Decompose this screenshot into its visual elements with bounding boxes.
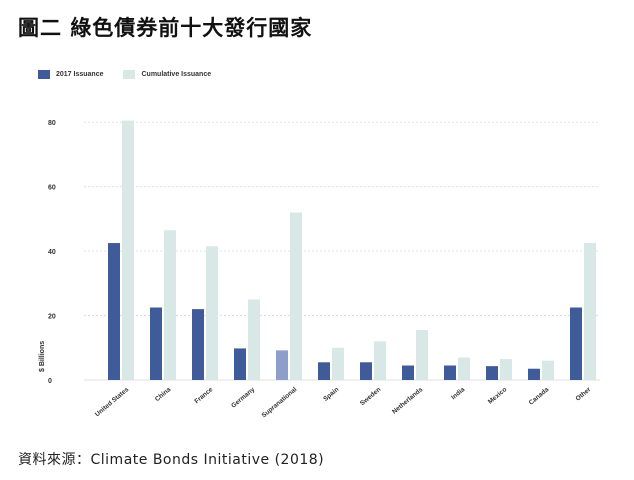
bar-cumulative-2 xyxy=(206,246,218,380)
y-tick-label: 20 xyxy=(48,314,56,321)
bar-cumulative-1 xyxy=(164,230,176,380)
y-tick-label: 60 xyxy=(48,185,56,192)
bar-cumulative-5 xyxy=(332,347,344,380)
bar-2017-2 xyxy=(192,309,204,380)
y-tick-label: 40 xyxy=(48,249,56,256)
bar-2017-4 xyxy=(276,350,288,380)
legend-item-2017: 2017 Issuance xyxy=(38,70,103,79)
x-tick-label: India xyxy=(450,386,466,401)
bar-cumulative-7 xyxy=(416,330,428,380)
x-tick-label: Mexico xyxy=(487,386,508,406)
bar-2017-0 xyxy=(108,243,120,380)
bar-2017-8 xyxy=(444,365,456,380)
y-axis-label: $ Billions xyxy=(39,341,46,372)
bar-2017-9 xyxy=(486,366,498,380)
x-tick-label: Sweden xyxy=(359,386,382,407)
x-tick-label: Other xyxy=(575,386,593,403)
bar-cumulative-11 xyxy=(584,243,596,380)
x-tick-label: Spain xyxy=(322,386,340,403)
bar-layer xyxy=(108,120,596,380)
bar-chart: 0 20 40 60 80 $ Billions United States China Fra… xyxy=(39,120,600,419)
x-tick-label: United States xyxy=(94,386,131,418)
bar-cumulative-6 xyxy=(374,341,386,380)
legend-swatch-cumulative xyxy=(123,70,136,79)
y-tick-label: 80 xyxy=(48,120,56,127)
legend-item-cumulative: Cumulative Issuance xyxy=(123,70,211,79)
y-tick-label: 0 xyxy=(48,378,52,385)
x-tick-label: France xyxy=(193,386,214,405)
bar-2017-6 xyxy=(360,362,372,380)
x-tick-label: Supranational xyxy=(261,386,299,419)
bar-cumulative-4 xyxy=(290,212,302,380)
bar-2017-5 xyxy=(318,362,330,380)
x-tick-label: Canada xyxy=(528,386,551,407)
bar-2017-3 xyxy=(234,348,246,380)
bar-2017-1 xyxy=(150,307,162,380)
legend-swatch-2017 xyxy=(38,70,50,79)
bar-2017-10 xyxy=(528,368,540,380)
bar-cumulative-3 xyxy=(248,299,260,380)
x-tick-label: Germany xyxy=(230,386,256,410)
bar-2017-7 xyxy=(402,365,414,380)
bar-cumulative-0 xyxy=(122,120,134,380)
legend-label-2017: 2017 Issuance xyxy=(56,71,104,78)
bar-cumulative-10 xyxy=(542,360,554,380)
bar-cumulative-9 xyxy=(500,359,512,380)
x-tick-label: China xyxy=(154,386,173,403)
page-title: 圖二 綠色債券前十大發行國家 xyxy=(18,16,313,40)
source-note: 資料來源：Climate Bonds Initiative (2018) xyxy=(18,452,325,468)
chart-legend: 2017 Issuance Cumulative Issuance xyxy=(38,70,231,79)
bar-2017-11 xyxy=(570,307,582,380)
x-tick-label: Netherlands xyxy=(391,386,425,416)
legend-label-cumulative: Cumulative Issuance xyxy=(141,71,212,78)
bar-cumulative-8 xyxy=(458,357,470,380)
